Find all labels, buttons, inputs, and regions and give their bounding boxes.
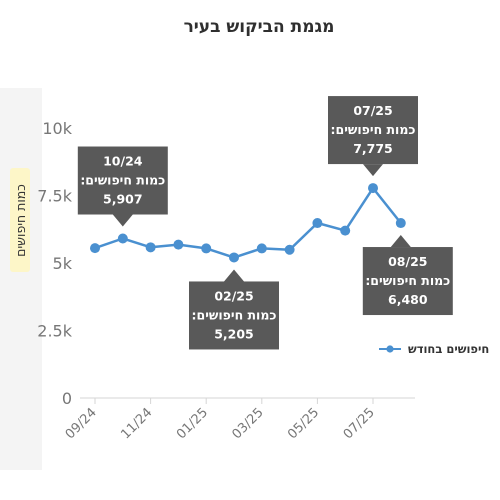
legend-label: חיפושים בחודש [408, 342, 490, 356]
callout-value: 7,775 [353, 141, 393, 156]
callout-label: כמות חיפושים: [80, 173, 165, 188]
series-layer [90, 183, 406, 263]
callout-label: כמות חיפושים: [365, 273, 450, 288]
callout-month: 10/24 [103, 154, 143, 169]
y-tick-label: 7.5k [37, 187, 72, 206]
data-point [90, 243, 100, 254]
callout-value: 5,907 [103, 192, 143, 207]
callout-box [328, 96, 418, 165]
data-point [117, 233, 128, 244]
callout: 08/25 כמות חיפושים: 6,480 [362, 235, 453, 316]
callout-arrow [112, 214, 133, 227]
callout-arrow [363, 164, 383, 177]
callout-label: כמות חיפושים: [331, 122, 416, 137]
callout-label: כמות חיפושים: [192, 307, 277, 322]
data-point [145, 242, 156, 253]
callout-value: 5,205 [214, 326, 254, 341]
x-tick-label: 09/24 [63, 405, 100, 442]
callout-month: 08/25 [388, 254, 427, 269]
data-point [312, 218, 323, 229]
callout: 02/25 כמות חיפושים: 5,205 [189, 269, 279, 350]
y-axis-band [0, 88, 42, 470]
legend[interactable]: חיפושים בחודש [378, 342, 489, 356]
callout-box [362, 247, 453, 316]
callouts: 10/24 כמות חיפושים: 5,907 02/25 כמות חיפושים… [77, 96, 453, 350]
x-tick-label: 05/25 [285, 405, 322, 442]
data-point [284, 244, 295, 255]
callout-month: 02/25 [214, 288, 253, 303]
data-point [340, 225, 351, 236]
x-tick-label: 11/24 [118, 405, 155, 442]
y-tick-label: 5k [53, 254, 73, 273]
callout-box [77, 146, 168, 215]
data-point [256, 243, 267, 254]
legend-marker [379, 345, 401, 353]
x-tick-label: 03/25 [230, 405, 267, 442]
data-point [201, 243, 212, 254]
x-tick-label: 01/25 [174, 405, 211, 442]
callout: 07/25 כמות חיפושים: 7,775 [328, 96, 418, 177]
data-point [395, 218, 406, 229]
y-tick-label: 10k [42, 119, 72, 138]
chart-title: מגמת הביקוש בעיר [183, 17, 335, 37]
axes-layer [80, 397, 415, 404]
callout-box [189, 281, 279, 350]
data-point [173, 239, 184, 250]
y-tick-label: 2.5k [37, 322, 72, 341]
callout: 10/24 כמות חיפושים: 5,907 [77, 146, 168, 227]
x-tick-label: 07/25 [341, 405, 378, 442]
callout-value: 6,480 [388, 292, 428, 307]
data-point [229, 252, 239, 263]
y-tick-label: 0 [62, 389, 72, 408]
callout-arrow [224, 269, 244, 282]
data-point [368, 183, 378, 194]
y-axis-title: כמות חיפושים [10, 168, 30, 272]
callout-month: 07/25 [353, 103, 392, 118]
callout-arrow [390, 235, 411, 248]
